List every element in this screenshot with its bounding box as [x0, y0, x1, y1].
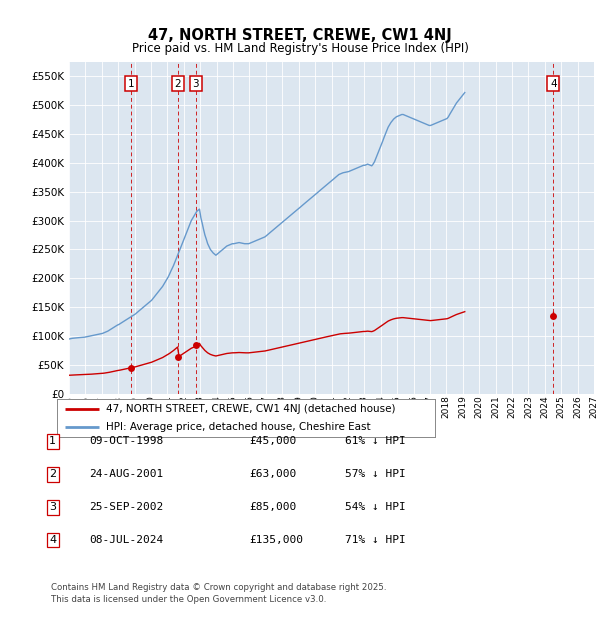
Text: £63,000: £63,000: [249, 469, 296, 479]
Text: 09-OCT-1998: 09-OCT-1998: [89, 436, 163, 446]
Text: £85,000: £85,000: [249, 502, 296, 512]
Text: Price paid vs. HM Land Registry's House Price Index (HPI): Price paid vs. HM Land Registry's House …: [131, 42, 469, 55]
Text: 71% ↓ HPI: 71% ↓ HPI: [345, 535, 406, 545]
Text: This data is licensed under the Open Government Licence v3.0.: This data is licensed under the Open Gov…: [51, 595, 326, 604]
Text: 61% ↓ HPI: 61% ↓ HPI: [345, 436, 406, 446]
Text: 54% ↓ HPI: 54% ↓ HPI: [345, 502, 406, 512]
Text: 57% ↓ HPI: 57% ↓ HPI: [345, 469, 406, 479]
Text: 3: 3: [193, 79, 199, 89]
Point: [126, 363, 136, 373]
Point: [548, 311, 558, 321]
Point: [191, 340, 200, 350]
Text: 3: 3: [49, 502, 56, 512]
Text: 47, NORTH STREET, CREWE, CW1 4NJ (detached house): 47, NORTH STREET, CREWE, CW1 4NJ (detach…: [106, 404, 395, 414]
Text: £45,000: £45,000: [249, 436, 296, 446]
Text: 08-JUL-2024: 08-JUL-2024: [89, 535, 163, 545]
Text: HPI: Average price, detached house, Cheshire East: HPI: Average price, detached house, Ches…: [106, 422, 371, 433]
Text: 4: 4: [550, 79, 557, 89]
Text: 1: 1: [128, 79, 134, 89]
Text: 47, NORTH STREET, CREWE, CW1 4NJ: 47, NORTH STREET, CREWE, CW1 4NJ: [148, 29, 452, 43]
Text: 2: 2: [49, 469, 56, 479]
Point: [173, 352, 183, 362]
Text: 1: 1: [49, 436, 56, 446]
Text: 24-AUG-2001: 24-AUG-2001: [89, 469, 163, 479]
Text: 2: 2: [175, 79, 181, 89]
Text: £135,000: £135,000: [249, 535, 303, 545]
Text: Contains HM Land Registry data © Crown copyright and database right 2025.: Contains HM Land Registry data © Crown c…: [51, 583, 386, 592]
Text: 25-SEP-2002: 25-SEP-2002: [89, 502, 163, 512]
Text: 4: 4: [49, 535, 56, 545]
